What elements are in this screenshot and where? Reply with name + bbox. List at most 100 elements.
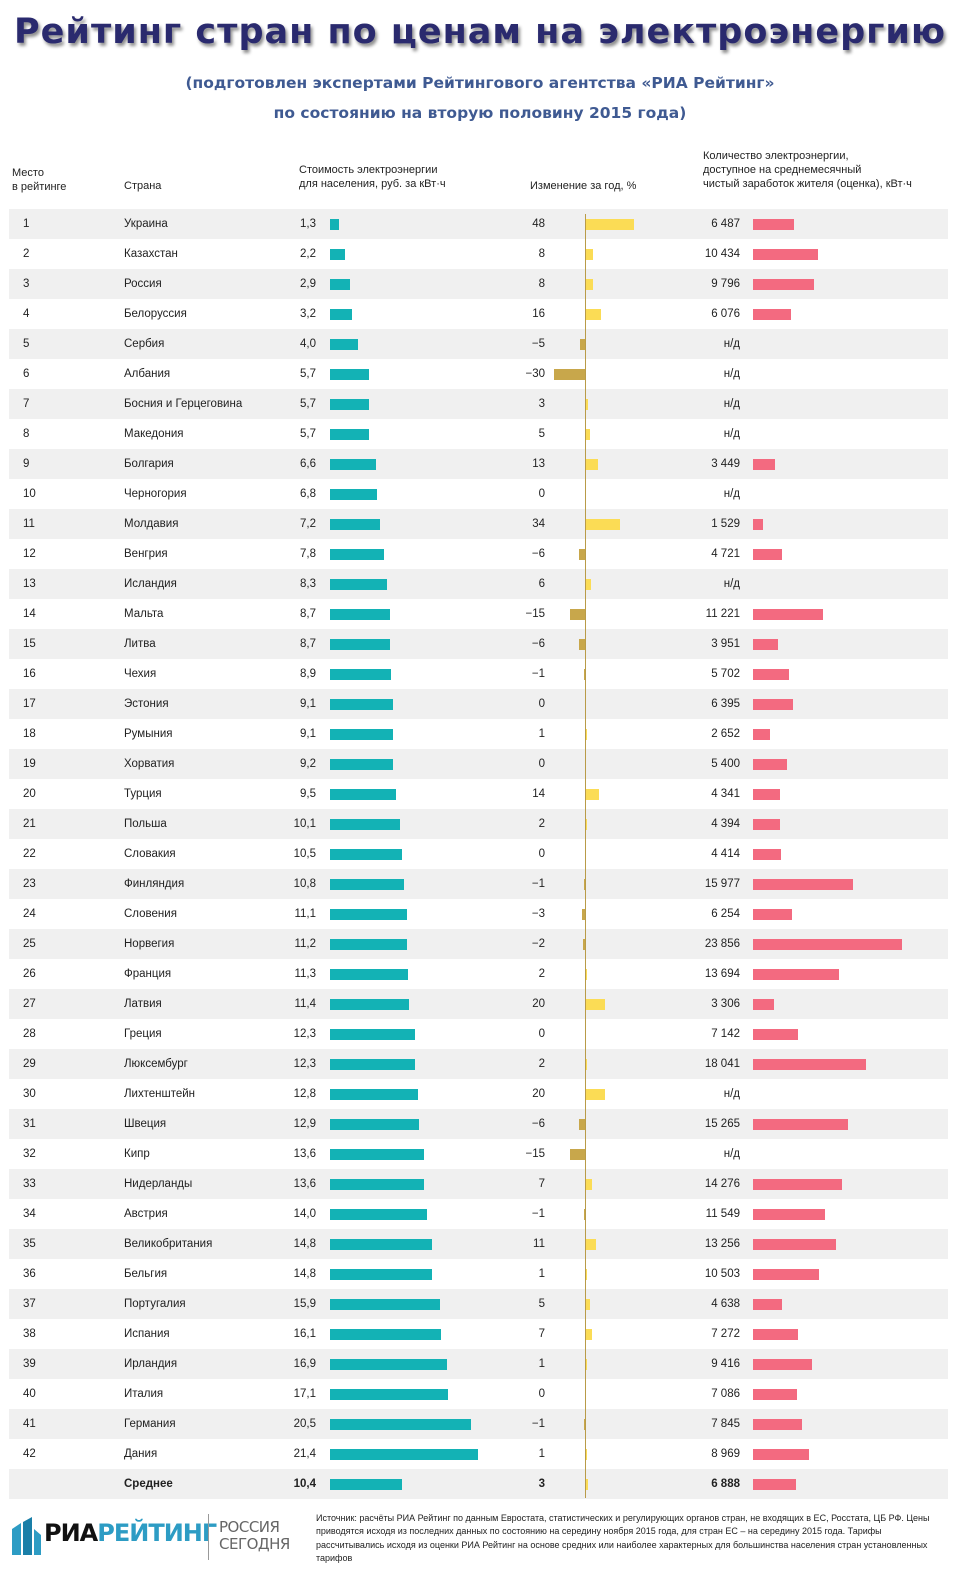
header-amount-line-2: доступное на среднемесячный <box>703 164 862 176</box>
price-bar <box>330 1059 415 1070</box>
rank-cell: 30 <box>23 1088 36 1100</box>
rank-cell: 42 <box>23 1448 36 1460</box>
amount-label: 3 306 <box>711 998 740 1010</box>
country-cell: Словакия <box>124 848 176 860</box>
price-bar <box>330 429 370 440</box>
amount-label: 7 272 <box>711 1328 740 1340</box>
rank-cell: 28 <box>23 1028 36 1040</box>
change-bar-positive <box>585 399 589 410</box>
price-label: 10,4 <box>293 1478 316 1490</box>
change-label: 5 <box>538 428 545 440</box>
amount-bar <box>753 609 824 620</box>
change-label: 48 <box>532 218 545 230</box>
rank-cell: 1 <box>23 218 30 230</box>
amount-bar <box>753 1449 810 1460</box>
country-cell: Германия <box>124 1418 176 1430</box>
price-label: 5,7 <box>300 398 316 410</box>
table-row: 31 Швеция 12,9 −6 15 265 <box>9 1109 948 1139</box>
rank-cell: 37 <box>23 1298 36 1310</box>
amount-label: 9 796 <box>711 278 740 290</box>
price-label: 11,1 <box>294 908 316 920</box>
table-row: 37 Португалия 15,9 5 4 638 <box>9 1289 948 1319</box>
price-bar <box>330 1329 442 1340</box>
table-row: 34 Австрия 14,0 −1 11 549 <box>9 1199 948 1229</box>
table-row: 1 Украина 1,3 48 6 487 <box>9 209 948 239</box>
country-cell: Швеция <box>124 1118 167 1130</box>
change-label: 2 <box>538 818 545 830</box>
country-cell: Венгрия <box>124 548 168 560</box>
change-label: −6 <box>531 638 545 650</box>
table-row: 41 Германия 20,5 −1 7 845 <box>9 1409 948 1439</box>
amount-label: н/д <box>723 428 740 440</box>
amount-bar <box>753 519 763 530</box>
amount-label: н/д <box>723 1088 740 1100</box>
change-label: −2 <box>531 938 545 950</box>
amount-bar <box>753 849 781 860</box>
country-cell: Македония <box>124 428 184 440</box>
change-label: −6 <box>531 548 545 560</box>
country-cell: Словения <box>124 908 177 920</box>
country-cell: Польша <box>124 818 167 830</box>
change-bar-positive <box>585 249 594 260</box>
amount-label: 6 254 <box>711 908 740 920</box>
amount-label: 10 503 <box>704 1268 740 1280</box>
price-label: 2,2 <box>300 248 316 260</box>
table-row: 18 Румыния 9,1 1 2 652 <box>9 719 948 749</box>
table-row: 35 Великобритания 14,8 11 13 256 <box>9 1229 948 1259</box>
price-label: 7,2 <box>300 518 316 530</box>
change-label: −15 <box>525 608 545 620</box>
amount-bar <box>753 819 781 830</box>
change-bar-positive <box>585 279 594 290</box>
country-cell: Ирландия <box>124 1358 178 1370</box>
amount-label: 15 977 <box>704 878 740 890</box>
change-label: 1 <box>538 728 545 740</box>
price-bar <box>330 759 394 770</box>
rank-cell: 11 <box>23 518 35 530</box>
change-zero-axis <box>585 214 586 1498</box>
price-bar <box>330 1269 433 1280</box>
table-row: 8 Македония 5,7 5 н/д <box>9 419 948 449</box>
table-row: 14 Мальта 8,7 −15 11 221 <box>9 599 948 629</box>
amount-bar <box>753 1329 799 1340</box>
amount-label: 4 638 <box>711 1298 740 1310</box>
amount-label: н/д <box>723 368 740 380</box>
price-label: 1,3 <box>300 218 316 230</box>
header-amount: Количество электроэнергии, доступное на … <box>703 149 912 191</box>
price-label: 21,4 <box>293 1448 316 1460</box>
price-label: 3,2 <box>300 308 316 320</box>
amount-label: 7 845 <box>711 1418 740 1430</box>
rank-cell: 7 <box>23 398 30 410</box>
amount-label: 14 276 <box>704 1178 740 1190</box>
change-label: −6 <box>531 1118 545 1130</box>
price-label: 10,8 <box>293 878 316 890</box>
table-row: 6 Албания 5,7 −30 н/д <box>9 359 948 389</box>
country-cell: Кипр <box>124 1148 150 1160</box>
change-label: 0 <box>538 1028 545 1040</box>
country-cell: Норвегия <box>124 938 175 950</box>
price-bar <box>330 819 400 830</box>
amount-label: 4 414 <box>711 848 740 860</box>
header-price-line-2: для населения, руб. за кВт·ч <box>299 178 446 190</box>
price-label: 12,8 <box>293 1088 316 1100</box>
amount-bar <box>753 1299 782 1310</box>
change-bar-positive <box>585 1059 588 1070</box>
price-bar <box>330 1089 419 1100</box>
amount-label: 15 265 <box>704 1118 740 1130</box>
change-bar-negative <box>554 369 585 380</box>
amount-bar <box>753 1119 849 1130</box>
price-label: 5,7 <box>300 428 316 440</box>
change-label: −5 <box>531 338 545 350</box>
price-label: 20,5 <box>293 1418 316 1430</box>
change-bar-positive <box>585 219 634 230</box>
price-bar <box>330 1179 424 1190</box>
table-row: 20 Турция 9,5 14 4 341 <box>9 779 948 809</box>
change-bar-positive <box>585 1239 597 1250</box>
header-price-line-1: Стоимость электроэнергии <box>299 164 438 176</box>
country-cell: Румыния <box>124 728 173 740</box>
price-bar <box>330 669 392 680</box>
change-bar-positive <box>585 1299 591 1310</box>
price-bar <box>330 309 353 320</box>
amount-bar <box>753 219 794 230</box>
table-row: 7 Босния и Герцеговина 5,7 3 н/д <box>9 389 948 419</box>
change-bar-positive <box>585 819 588 830</box>
